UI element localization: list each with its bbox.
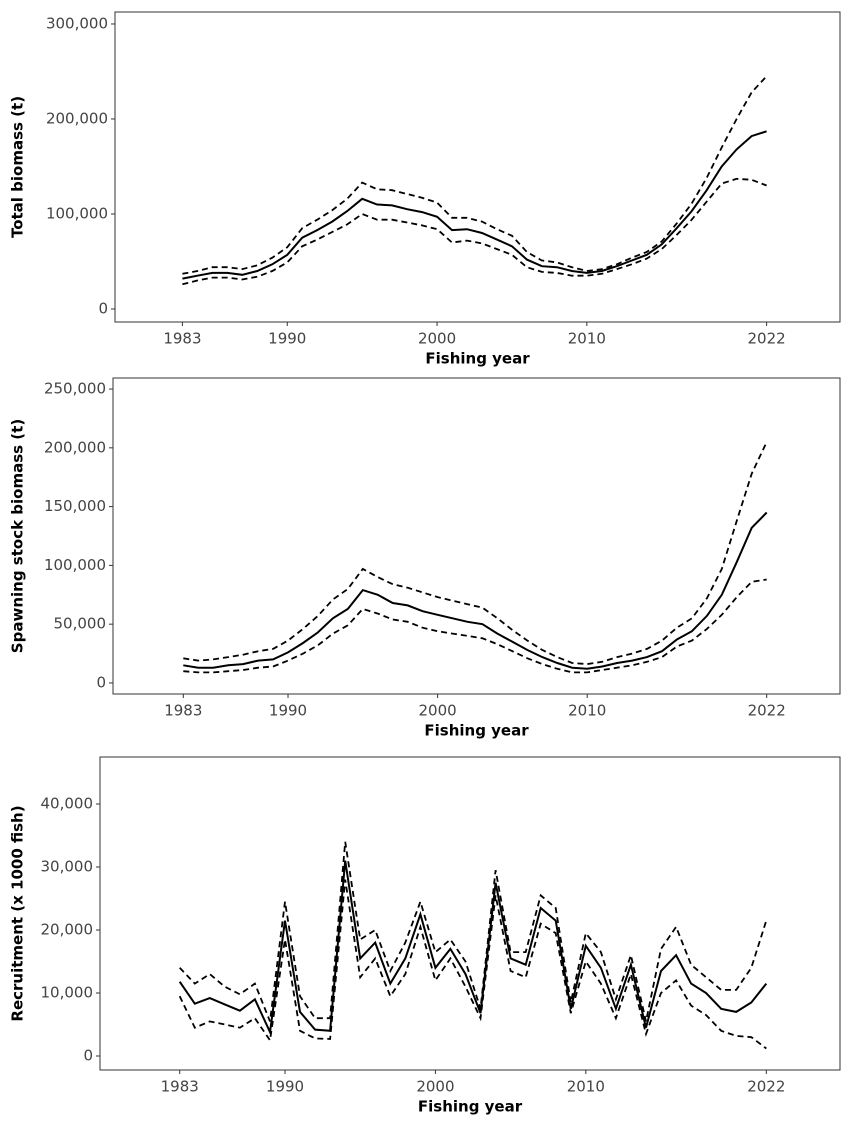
x-tick-label: 1990 — [268, 330, 306, 348]
series-line — [182, 130, 767, 280]
y-tick-label: 20,000 — [41, 921, 94, 939]
series-line — [183, 441, 768, 666]
y-tick-label: 0 — [98, 299, 108, 317]
y-tick-label: 100,000 — [46, 204, 108, 222]
y-axis-title: Total biomass (t) — [9, 96, 27, 238]
plot-frame — [99, 756, 841, 1071]
x-axis-title: Fishing year — [418, 1098, 523, 1116]
y-tick-label: 200,000 — [44, 438, 106, 456]
x-axis-title: Fishing year — [424, 722, 529, 740]
plot-frame — [114, 11, 841, 323]
y-tick-label: 0 — [96, 673, 106, 691]
series-line — [178, 879, 767, 1050]
y-tick-label: 250,000 — [44, 380, 106, 398]
series-line — [183, 511, 768, 670]
series-line — [179, 841, 768, 1022]
y-axis-title: Spawning stock biomass (t) — [9, 419, 27, 653]
x-tick-label: 2010 — [568, 330, 606, 348]
plot-frame — [112, 377, 841, 695]
x-tick-label: 1983 — [161, 1078, 199, 1096]
y-tick-label: 50,000 — [54, 615, 107, 633]
x-tick-label: 1983 — [164, 702, 202, 720]
y-axis-title: Recruitment (x 1000 fish) — [9, 805, 27, 1021]
x-tick-label: 2000 — [419, 702, 457, 720]
y-tick-label: 100,000 — [44, 556, 106, 574]
x-tick-label: 2010 — [568, 702, 606, 720]
x-tick-label: 1990 — [269, 702, 307, 720]
x-tick-label: 2000 — [416, 1078, 454, 1096]
y-tick-label: 200,000 — [46, 109, 108, 127]
x-tick-label: 2022 — [748, 702, 786, 720]
x-tick-label: 1983 — [163, 330, 201, 348]
x-axis-title: Fishing year — [425, 350, 530, 368]
y-tick-label: 0 — [83, 1047, 93, 1065]
series-line — [178, 860, 768, 1036]
y-tick-label: 10,000 — [41, 984, 94, 1002]
y-tick-label: 300,000 — [46, 14, 108, 32]
x-tick-label: 2000 — [418, 330, 456, 348]
series-line — [182, 177, 767, 286]
x-tick-label: 1990 — [266, 1078, 304, 1096]
x-tick-label: 2022 — [747, 1078, 785, 1096]
series-line — [182, 75, 768, 275]
y-tick-label: 150,000 — [44, 497, 106, 515]
series-line — [183, 578, 767, 674]
y-tick-label: 40,000 — [41, 795, 94, 813]
y-tick-label: 30,000 — [41, 858, 94, 876]
x-tick-label: 2022 — [748, 330, 786, 348]
x-tick-label: 2010 — [567, 1078, 605, 1096]
